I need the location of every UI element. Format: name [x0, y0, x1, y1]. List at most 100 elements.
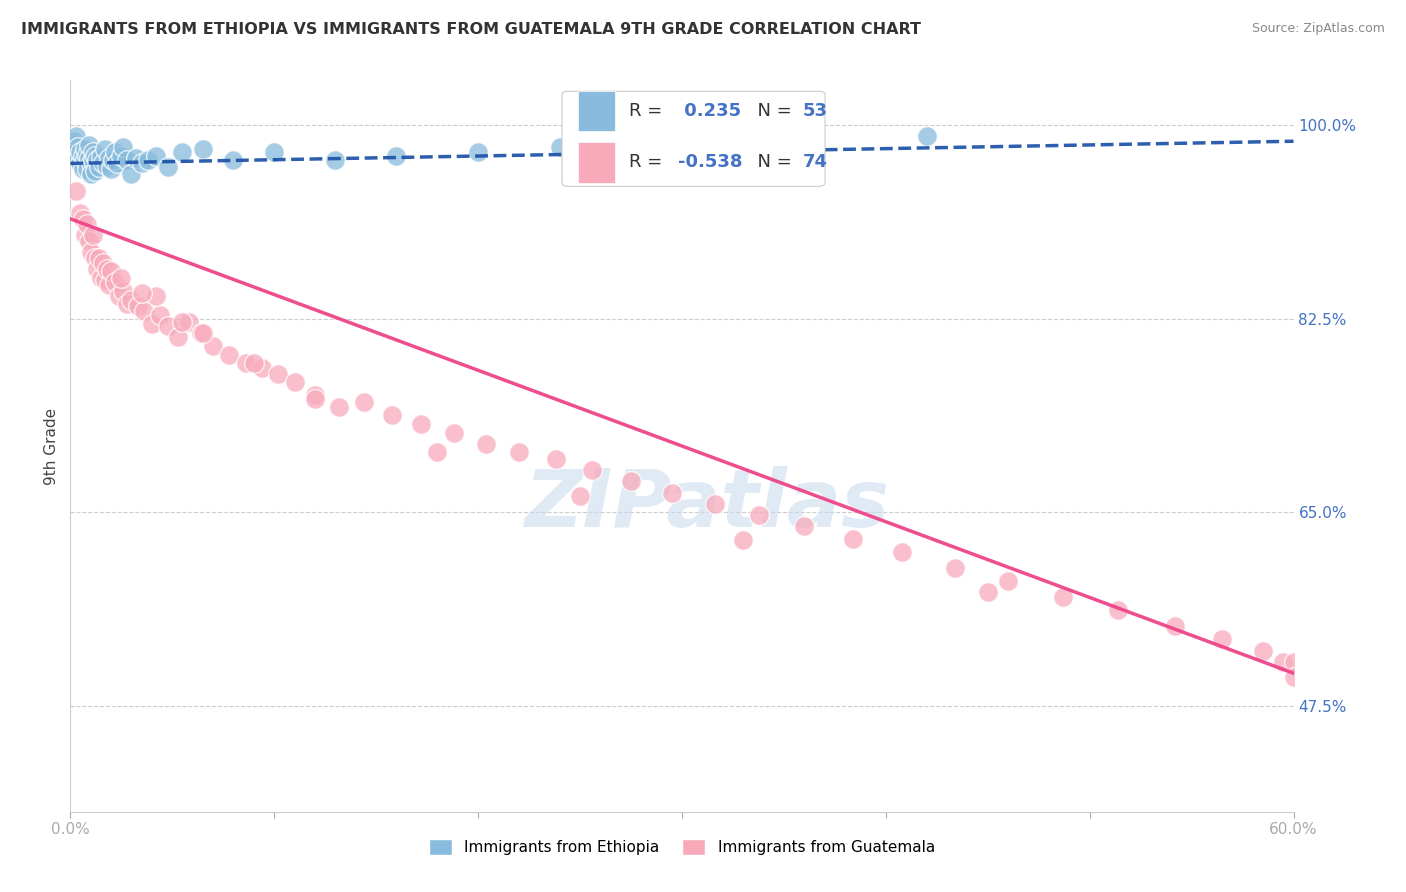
- Point: [891, 545, 914, 559]
- Point: [1251, 644, 1274, 658]
- Legend: Immigrants from Ethiopia, Immigrants from Guatemala: Immigrants from Ethiopia, Immigrants fro…: [429, 839, 935, 855]
- Point: [191, 326, 214, 340]
- Point: [77, 151, 100, 165]
- Point: [304, 392, 326, 407]
- Point: [131, 156, 153, 170]
- Point: [1282, 669, 1305, 683]
- Point: [67, 151, 90, 165]
- Point: [733, 533, 755, 548]
- Point: [72, 161, 94, 176]
- Point: [100, 264, 122, 278]
- Point: [73, 142, 96, 156]
- Point: [1052, 590, 1074, 604]
- Point: [117, 297, 139, 311]
- Point: [94, 142, 117, 156]
- Point: [94, 273, 117, 287]
- Point: [100, 161, 122, 176]
- Point: [568, 489, 592, 503]
- Point: [72, 211, 94, 226]
- Point: [177, 315, 200, 329]
- Point: [1282, 655, 1305, 669]
- Point: [1107, 603, 1129, 617]
- Text: -0.538: -0.538: [678, 153, 742, 171]
- Point: [263, 145, 285, 160]
- Point: [842, 532, 865, 546]
- Point: [77, 234, 100, 248]
- Point: [467, 145, 489, 160]
- Point: [82, 145, 104, 160]
- Text: 0.235: 0.235: [678, 102, 741, 120]
- Y-axis label: 9th Grade: 9th Grade: [44, 408, 59, 484]
- Point: [73, 228, 96, 243]
- Point: [63, 134, 86, 148]
- Point: [323, 153, 347, 167]
- Text: R =: R =: [630, 102, 668, 120]
- Point: [250, 361, 273, 376]
- Point: [426, 444, 449, 458]
- Point: [105, 156, 128, 170]
- Point: [508, 444, 530, 458]
- Point: [353, 394, 375, 409]
- Point: [76, 218, 98, 232]
- Point: [793, 140, 815, 154]
- Point: [96, 159, 118, 173]
- Bar: [578, 143, 614, 183]
- Point: [711, 142, 734, 156]
- Point: [65, 128, 87, 143]
- Point: [145, 148, 167, 162]
- Point: [284, 375, 307, 389]
- Point: [1272, 655, 1295, 669]
- Point: [385, 148, 408, 162]
- Point: [76, 161, 98, 176]
- Point: [124, 151, 146, 165]
- Point: [104, 275, 127, 289]
- Text: 53: 53: [803, 102, 828, 120]
- Point: [91, 156, 114, 170]
- Point: [112, 284, 135, 298]
- Point: [475, 437, 498, 451]
- Point: [127, 299, 149, 313]
- Point: [87, 251, 110, 265]
- Point: [443, 425, 465, 440]
- Point: [136, 153, 159, 167]
- Point: [1164, 618, 1187, 632]
- Point: [69, 206, 91, 220]
- Point: [65, 145, 87, 160]
- Point: [110, 270, 132, 285]
- Point: [409, 417, 432, 431]
- Point: [98, 278, 121, 293]
- Text: N =: N =: [745, 153, 797, 171]
- Point: [267, 367, 290, 381]
- Point: [381, 408, 404, 422]
- Point: [86, 153, 108, 167]
- Point: [83, 164, 105, 178]
- Text: 74: 74: [803, 153, 828, 171]
- Point: [110, 148, 132, 162]
- Text: R =: R =: [630, 153, 668, 171]
- Point: [83, 251, 105, 265]
- Point: [167, 330, 190, 344]
- Point: [235, 356, 257, 370]
- Point: [141, 317, 163, 331]
- Point: [87, 160, 110, 174]
- FancyBboxPatch shape: [562, 91, 825, 186]
- Point: [581, 463, 603, 477]
- Point: [172, 145, 194, 160]
- Point: [86, 261, 108, 276]
- Point: [76, 147, 98, 161]
- Point: [101, 153, 124, 167]
- Point: [202, 339, 225, 353]
- Point: [544, 452, 567, 467]
- Point: [69, 145, 91, 160]
- Point: [90, 270, 112, 285]
- Point: [793, 518, 815, 533]
- Point: [121, 293, 143, 307]
- Point: [304, 388, 326, 402]
- Point: [703, 497, 725, 511]
- Point: [190, 326, 212, 340]
- Point: [77, 137, 100, 152]
- Point: [83, 148, 105, 162]
- Point: [104, 145, 127, 160]
- Point: [108, 289, 131, 303]
- Point: [117, 153, 139, 167]
